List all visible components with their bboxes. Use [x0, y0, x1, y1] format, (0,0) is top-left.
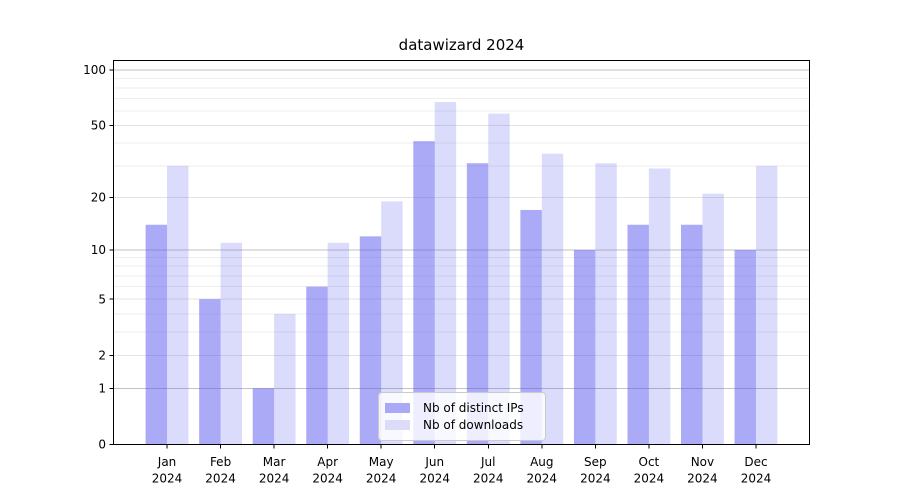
bar-nb-of-downloads-jan: [167, 165, 189, 445]
bar-nb-of-downloads-jul: [488, 113, 510, 445]
chart-title: datawizard 2024: [398, 36, 525, 54]
x-tick-label-apr: Apr 2024: [312, 455, 343, 486]
bar-nb-of-distinct-ips-may: [359, 236, 382, 445]
legend: Nb of distinct IPs Nb of downloads: [378, 392, 546, 441]
x-tick-label-feb: Feb 2024: [205, 455, 236, 486]
bar-nb-of-distinct-ips-sep: [573, 249, 596, 445]
y-tick-label-20: 20: [91, 191, 106, 205]
y-tick-label-10: 10: [91, 243, 106, 257]
legend-item-downloads: Nb of downloads: [385, 416, 535, 433]
y-tick-label-2: 2: [98, 349, 106, 363]
bar-nb-of-distinct-ips-jan: [145, 224, 168, 445]
x-tick-label-nov: Nov 2024: [687, 455, 718, 486]
plot-border: [112, 59, 811, 446]
bar-nb-of-downloads-apr: [327, 242, 350, 445]
y-tick-label-50: 50: [91, 119, 106, 133]
bar-nb-of-downloads-may: [381, 201, 403, 445]
bar-nb-of-downloads-nov: [702, 193, 724, 445]
bar-nb-of-distinct-ips-mar: [252, 388, 275, 445]
bar-nb-of-downloads-dec: [755, 165, 778, 445]
x-tick-label-aug: Aug 2024: [527, 455, 558, 486]
legend-swatch-downloads: [385, 419, 410, 430]
bar-nb-of-downloads-jun: [434, 102, 457, 445]
bar-nb-of-distinct-ips-apr: [306, 286, 328, 445]
bar-nb-of-distinct-ips-nov: [681, 224, 703, 445]
y-tick-label-100: 100: [83, 63, 106, 77]
legend-swatch-distinct-ips: [385, 402, 410, 413]
bar-nb-of-downloads-sep: [595, 163, 617, 445]
x-tick-label-sep: Sep 2024: [580, 455, 611, 486]
bar-nb-of-downloads-feb: [220, 242, 242, 445]
bar-nb-of-distinct-ips-aug: [520, 209, 542, 445]
bar-nb-of-distinct-ips-oct: [627, 224, 649, 445]
x-tick-label-dec: Dec 2024: [741, 455, 772, 486]
bar-nb-of-distinct-ips-dec: [734, 249, 756, 445]
x-tick-label-may: May 2024: [366, 455, 397, 486]
y-tick-label-1: 1: [98, 381, 106, 395]
x-tick-label-jul: Jul 2024: [473, 455, 504, 486]
bar-nb-of-downloads-oct: [648, 168, 671, 445]
x-tick-label-mar: Mar 2024: [259, 455, 290, 486]
x-tick-label-jan: Jan 2024: [152, 455, 183, 486]
bar-nb-of-distinct-ips-jun: [413, 141, 435, 445]
legend-label-downloads: Nb of downloads: [423, 417, 524, 432]
bar-nb-of-downloads-mar: [274, 313, 296, 445]
legend-item-distinct-ips: Nb of distinct IPs: [385, 399, 535, 416]
y-tick-label-0: 0: [98, 438, 106, 452]
bar-nb-of-downloads-aug: [541, 153, 564, 445]
x-tick-label-oct: Oct 2024: [634, 455, 665, 486]
bar-nb-of-distinct-ips-feb: [199, 299, 221, 445]
y-tick-label-5: 5: [98, 292, 106, 306]
x-tick-label-jun: Jun 2024: [419, 455, 450, 486]
legend-label-distinct-ips: Nb of distinct IPs: [423, 400, 524, 415]
bar-nb-of-distinct-ips-jul: [466, 163, 489, 445]
